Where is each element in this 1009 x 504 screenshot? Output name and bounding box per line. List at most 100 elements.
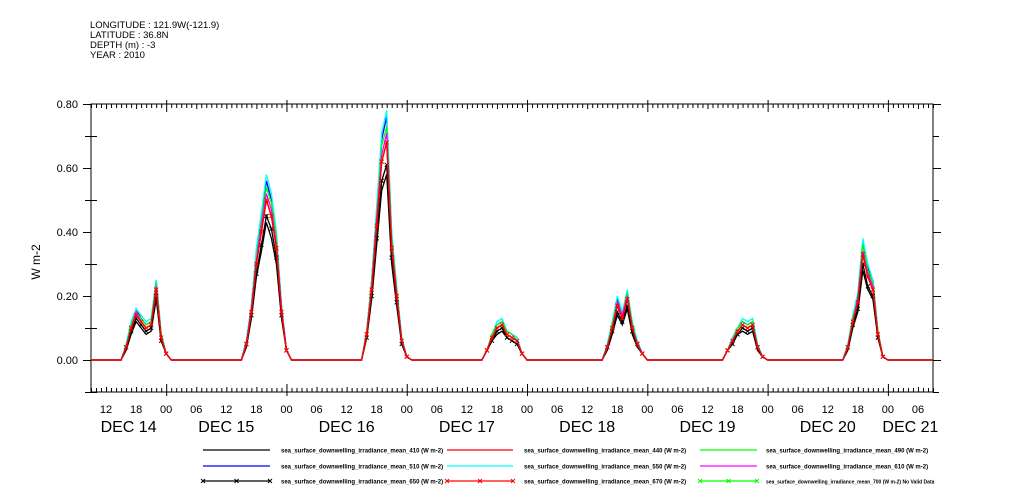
series-marker-7 bbox=[148, 322, 154, 328]
series-marker-7 bbox=[123, 344, 129, 350]
series-marker-7 bbox=[740, 322, 745, 328]
x-tick-label: 00 bbox=[160, 404, 172, 416]
series-marker-7 bbox=[279, 309, 284, 315]
legend-marker-7 bbox=[477, 478, 483, 484]
series-marker-6 bbox=[264, 213, 269, 219]
series-line-3 bbox=[91, 116, 933, 361]
series-marker-7 bbox=[264, 197, 269, 203]
series-marker-7 bbox=[860, 252, 866, 257]
series-marker-7 bbox=[514, 338, 520, 344]
x-tick-label: 12 bbox=[581, 404, 593, 416]
series-marker-7 bbox=[284, 348, 289, 353]
x-tick-label: 12 bbox=[701, 404, 713, 416]
series-line-6 bbox=[91, 164, 933, 361]
series-marker-7 bbox=[254, 261, 259, 267]
legend-marker-6 bbox=[200, 478, 206, 484]
x-tick-label: 12 bbox=[822, 404, 834, 416]
header-depth: DEPTH (m) : -3 bbox=[90, 40, 156, 51]
x-day-label: DEC 21 bbox=[882, 419, 938, 436]
x-tick-label: 00 bbox=[521, 404, 533, 416]
series-marker-7 bbox=[158, 335, 164, 340]
x-tick-label: 06 bbox=[671, 404, 683, 416]
header-latitude: LATITUDE : 36.8N bbox=[90, 30, 169, 41]
x-tick-label: 18 bbox=[852, 404, 864, 416]
y-axis-label: W m-2 bbox=[29, 244, 43, 280]
x-day-label: DEC 18 bbox=[559, 419, 615, 436]
series-line-0 bbox=[91, 174, 933, 361]
x-tick-label: 06 bbox=[551, 404, 563, 416]
series-marker-7 bbox=[489, 335, 495, 340]
legend-label: sea_surface_downwelling_irradiance_mean_… bbox=[766, 480, 935, 486]
series-marker-7 bbox=[604, 344, 610, 350]
series-marker-7 bbox=[143, 325, 149, 331]
x-tick-label: 06 bbox=[792, 404, 804, 416]
series-marker-7 bbox=[750, 322, 755, 328]
series-marker-7 bbox=[845, 344, 851, 350]
series-marker-7 bbox=[364, 332, 370, 337]
legend-marker-7 bbox=[444, 478, 450, 484]
series-marker-7 bbox=[259, 229, 264, 235]
series-marker-7 bbox=[865, 274, 871, 280]
x-tick-label: 18 bbox=[250, 404, 262, 416]
series-marker-6 bbox=[865, 284, 871, 289]
series-marker-7 bbox=[163, 351, 169, 356]
legend-label: sea_surface_downwelling_irradiance_mean_… bbox=[281, 480, 443, 486]
series-marker-7 bbox=[624, 296, 630, 302]
series-line-4 bbox=[91, 110, 933, 361]
series-marker-7 bbox=[629, 325, 635, 331]
x-tick-label: 00 bbox=[761, 404, 773, 416]
series-marker-7 bbox=[274, 245, 279, 251]
legend-label: sea_surface_downwelling_irradiance_mean_… bbox=[766, 465, 928, 471]
x-day-label: DEC 16 bbox=[319, 419, 375, 436]
legend-label: sea_surface_downwelling_irradiance_mean_… bbox=[766, 449, 928, 455]
y-tick-label: 0.60 bbox=[57, 163, 78, 175]
legend-marker-6 bbox=[267, 478, 273, 484]
header-longitude: LONGITUDE : 121.9W(-121.9) bbox=[90, 20, 220, 31]
x-tick-label: 18 bbox=[731, 404, 743, 416]
legend-marker-7 bbox=[510, 478, 516, 484]
x-day-label: DEC 20 bbox=[800, 419, 856, 436]
x-tick-label: 18 bbox=[371, 404, 383, 416]
series-marker-7 bbox=[609, 325, 615, 331]
series-marker-7 bbox=[639, 351, 645, 356]
legend-marker-8 bbox=[726, 478, 731, 484]
legend-label: sea_surface_downwelling_irradiance_mean_… bbox=[524, 465, 686, 471]
x-tick-label: 00 bbox=[641, 404, 653, 416]
series-marker-7 bbox=[519, 351, 525, 356]
series-marker-7 bbox=[389, 245, 395, 251]
series-marker-7 bbox=[244, 341, 249, 347]
x-day-label: DEC 17 bbox=[439, 419, 495, 436]
y-tick-label: 0.80 bbox=[57, 99, 78, 111]
series-marker-7 bbox=[875, 332, 881, 337]
x-tick-label: 12 bbox=[461, 404, 473, 416]
plot-frame bbox=[90, 103, 934, 393]
series-marker-7 bbox=[755, 344, 760, 350]
series-marker-7 bbox=[760, 354, 765, 360]
series-marker-7 bbox=[394, 293, 400, 299]
y-tick-label: 0.00 bbox=[57, 355, 78, 367]
x-tick-label: 06 bbox=[912, 404, 924, 416]
series-marker-7 bbox=[249, 309, 254, 315]
legend-label: sea_surface_downwelling_irradiance_mean_… bbox=[281, 465, 443, 471]
x-day-label: DEC 14 bbox=[101, 419, 157, 436]
series-marker-7 bbox=[504, 332, 510, 337]
series-marker-7 bbox=[880, 354, 886, 360]
y-tick-label: 0.40 bbox=[57, 227, 78, 239]
x-tick-label: 06 bbox=[431, 404, 443, 416]
series-line-2 bbox=[91, 126, 933, 361]
series-marker-7 bbox=[509, 335, 515, 340]
series-marker-7 bbox=[499, 322, 505, 328]
series-marker-7 bbox=[870, 287, 876, 292]
series-marker-7 bbox=[614, 303, 620, 308]
series-marker-7 bbox=[735, 328, 740, 334]
x-tick-label: 00 bbox=[882, 404, 894, 416]
x-tick-label: 18 bbox=[611, 404, 623, 416]
series-marker-7 bbox=[855, 300, 861, 305]
x-tick-label: 00 bbox=[401, 404, 413, 416]
series-line-5 bbox=[91, 132, 933, 361]
legend-label: sea_surface_downwelling_irradiance_mean_… bbox=[524, 449, 686, 455]
series-marker-7 bbox=[379, 159, 385, 164]
header-year: YEAR : 2010 bbox=[90, 50, 145, 61]
x-day-label: DEC 19 bbox=[679, 419, 735, 436]
